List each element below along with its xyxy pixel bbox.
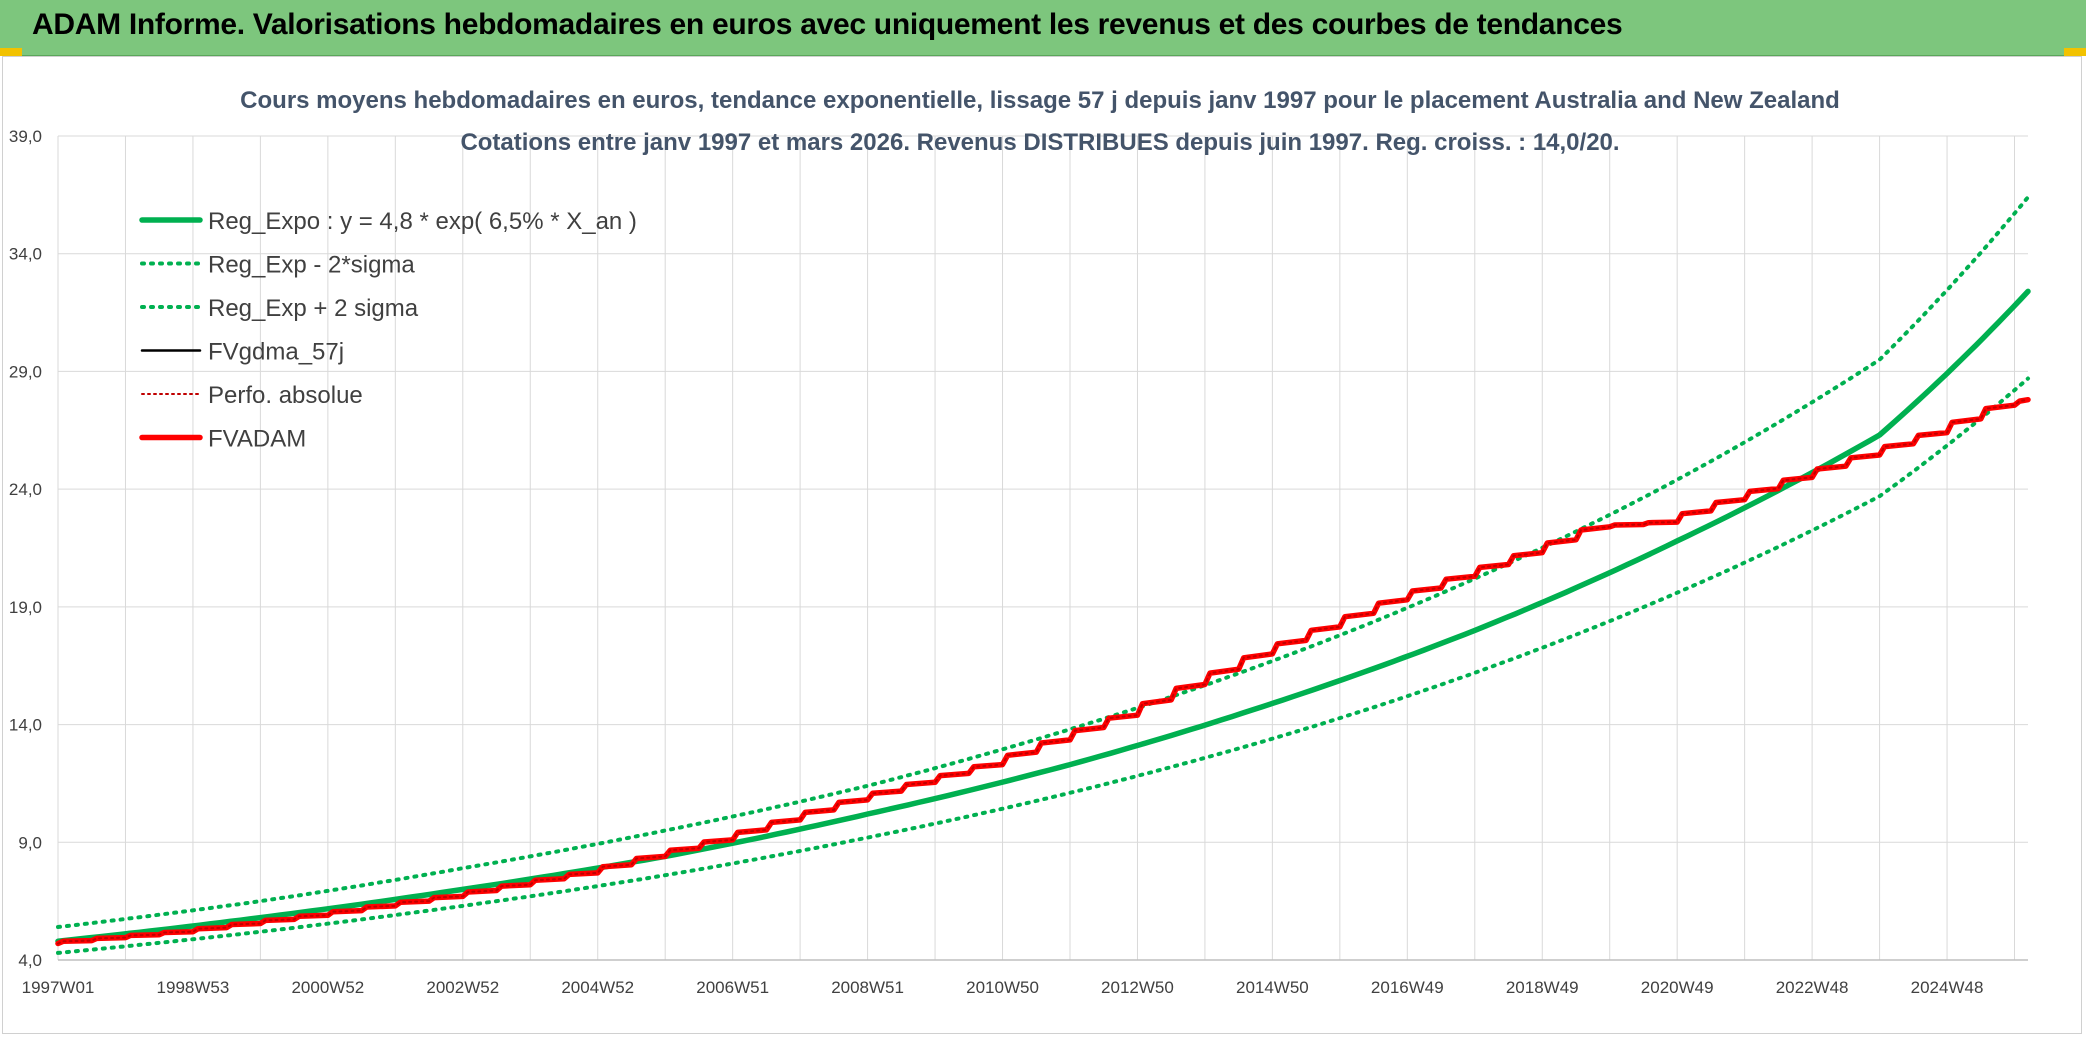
x-tick-label: 2006W51	[696, 978, 769, 997]
report-title: ADAM Informe. Valorisations hebdomadaire…	[32, 8, 1623, 41]
y-tick-label: 24,0	[9, 480, 42, 499]
legend: Reg_Expo : y = 4,8 * exp( 6,5% * X_an ) R…	[139, 208, 637, 453]
corner-marker-left	[0, 48, 22, 56]
chart-frame	[2, 56, 2082, 1034]
y-axis: 4,0 9,0 14,0 19,0 24,0 29,0 34,0 39,0	[9, 127, 42, 970]
y-tick-label: 14,0	[9, 716, 42, 735]
chart-title-line-1: Cours moyens hebdomadaires en euros, ten…	[240, 87, 1840, 114]
x-tick-label: 1997W01	[22, 978, 95, 997]
x-tick-label: 2004W52	[561, 978, 634, 997]
series-line-0	[55, 288, 2031, 944]
series-line-1	[56, 376, 2030, 955]
x-axis: 1997W01 1998W53 2000W52 2002W52 2004W52 2006W…	[22, 978, 1984, 997]
y-tick-label: 4,0	[18, 951, 42, 970]
series-line-2	[56, 195, 2030, 929]
y-tick-label: 19,0	[9, 598, 42, 617]
series-line-5	[55, 396, 2031, 947]
x-tick-label: 2010W50	[966, 978, 1039, 997]
legend-label: Perfo. absolue	[208, 382, 363, 409]
legend-label: Reg_Exp - 2*sigma	[208, 252, 415, 279]
x-tick-label: 2002W52	[426, 978, 499, 997]
report-header-bar: ADAM Informe. Valorisations hebdomadaire…	[0, 0, 2086, 56]
legend-label: Reg_Expo : y = 4,8 * exp( 6,5% * X_an )	[208, 208, 637, 235]
chart-title-line-2: Cotations entre janv 1997 et mars 2026. …	[460, 129, 1619, 156]
x-tick-label: 2000W52	[291, 978, 364, 997]
series-line-4	[57, 398, 2029, 945]
x-tick-label: 2018W49	[1506, 978, 1579, 997]
y-tick-label: 34,0	[9, 245, 42, 264]
y-tick-label: 9,0	[18, 833, 42, 852]
legend-label: Reg_Exp + 2 sigma	[208, 295, 419, 322]
y-tick-label: 29,0	[9, 362, 42, 381]
legend-label: FVADAM	[208, 426, 306, 453]
x-tick-label: 2012W50	[1101, 978, 1174, 997]
x-tick-label: 2014W50	[1236, 978, 1309, 997]
y-tick-label: 39,0	[9, 127, 42, 146]
x-tick-label: 2016W49	[1371, 978, 1444, 997]
x-tick-label: 2008W51	[831, 978, 904, 997]
x-tick-label: 2020W49	[1641, 978, 1714, 997]
series-layer	[55, 195, 2031, 955]
legend-label: FVgdma_57j	[208, 339, 344, 366]
x-tick-label: 1998W53	[157, 978, 230, 997]
x-tick-label: 2024W48	[1911, 978, 1984, 997]
series-line-3	[56, 398, 2030, 945]
grid-layer	[57, 135, 2028, 961]
corner-marker-right	[2064, 48, 2086, 56]
x-tick-label: 2022W48	[1776, 978, 1849, 997]
